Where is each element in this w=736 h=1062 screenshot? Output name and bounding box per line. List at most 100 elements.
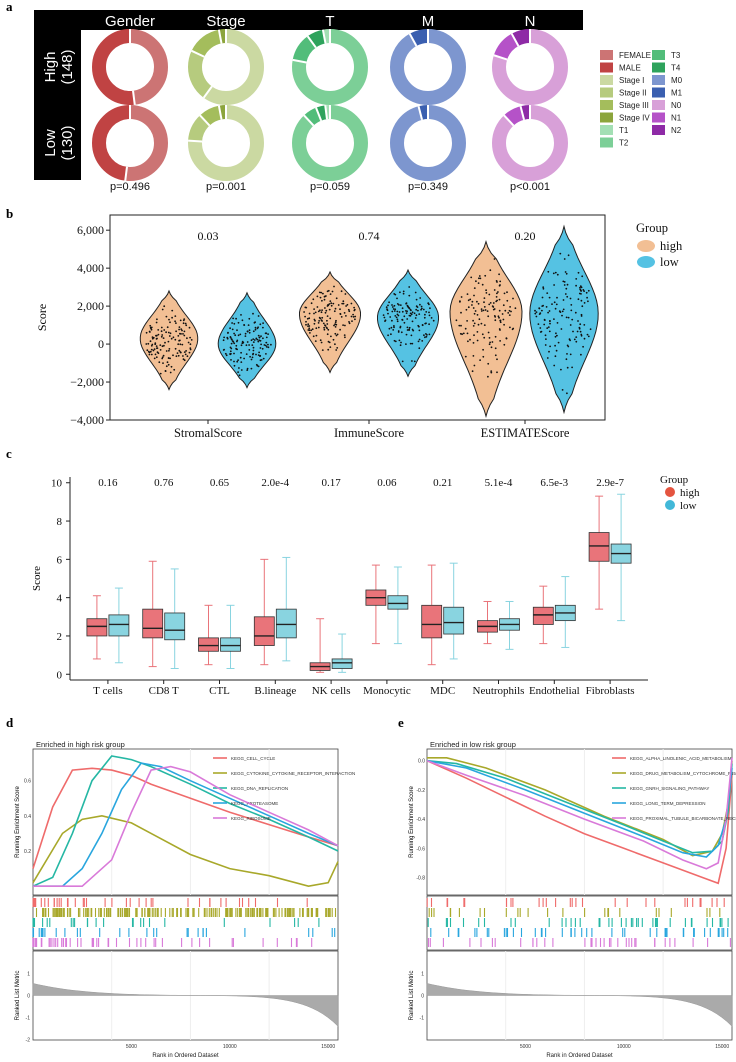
violin-point-estimatescore-high (479, 359, 481, 361)
violin-point-immunescore-low (396, 310, 399, 313)
column-header-m: M (422, 13, 435, 30)
violin-point-estimatescore-low (553, 364, 556, 367)
legend-label-stage-iv: Stage IV (619, 114, 650, 123)
legend-swatch-m0 (652, 75, 665, 85)
violin-point-immunescore-high (353, 309, 356, 312)
violin-point-estimatescore-low (569, 353, 572, 356)
violin-point-stromalscore-low (231, 338, 233, 341)
violin-point-estimatescore-low (557, 341, 560, 344)
violin-point-immunescore-low (397, 314, 400, 317)
violin-point-stromalscore-high (150, 353, 153, 356)
violin-point-estimatescore-high (466, 320, 468, 322)
violin-point-immunescore-low (396, 297, 398, 300)
violin-point-stromalscore-low (256, 327, 259, 330)
violin-point-estimatescore-high (499, 284, 501, 286)
violin-point-immunescore-high (313, 308, 315, 310)
violin-point-estimatescore-low (555, 349, 558, 352)
violin-point-estimatescore-high (478, 318, 481, 321)
violin-point-estimatescore-low (585, 291, 588, 294)
violin-point-stromalscore-low (241, 319, 244, 322)
d-legend-label-kegg-cell-cycle: KEGG_CELL_CYCLE (231, 756, 275, 761)
violin-point-immunescore-high (323, 298, 326, 301)
violin-point-estimatescore-high (508, 309, 511, 312)
violin-point-immunescore-low (424, 313, 426, 316)
header-bar (34, 10, 583, 30)
violin-point-estimatescore-low (574, 311, 577, 314)
panel-c: c 10 8 6 4 2 0 Score T cells 0.16 CD8 T 0.76 CTL 0.… (6, 446, 700, 697)
violin-point-immunescore-high (324, 307, 326, 309)
violin-point-immunescore-low (421, 307, 423, 310)
violin-point-estimatescore-high (496, 292, 498, 295)
violin-point-estimatescore-low (579, 323, 582, 326)
violin-point-immunescore-high (319, 339, 322, 342)
violin-point-estimatescore-high (502, 304, 505, 307)
violin-point-stromalscore-high (149, 324, 152, 327)
violin-point-stromalscore-low (253, 339, 256, 341)
d-curve-kegg-cytokine-cytokine-receptor-interaction (32, 814, 339, 888)
violin-point-stromalscore-high (169, 371, 172, 374)
violin-point-immunescore-low (395, 316, 398, 319)
pvalue-stage: p=0.001 (206, 181, 246, 193)
violin-point-immunescore-high (343, 334, 346, 336)
d-title: Enriched in high risk group (36, 740, 125, 749)
violin-point-estimatescore-low (580, 286, 583, 289)
box-endothelial-high (532, 606, 554, 625)
violin-point-immunescore-high (346, 303, 349, 306)
violin-point-stromalscore-low (258, 336, 261, 339)
violin-point-immunescore-high (304, 315, 306, 318)
violin-stromalscore-low (217, 291, 277, 389)
violin-point-stromalscore-high (162, 362, 164, 364)
panel-a-label: a (6, 0, 13, 14)
violin-point-stromalscore-low (233, 360, 235, 363)
violin-point-immunescore-high (315, 334, 318, 337)
violin-point-immunescore-high (311, 328, 314, 331)
violin-point-immunescore-high (350, 315, 353, 318)
violin-point-estimatescore-low (554, 271, 557, 274)
violin-point-estimatescore-low (548, 296, 551, 299)
row-count-low: (130) (59, 125, 76, 160)
violin-point-immunescore-low (428, 314, 431, 317)
violin-point-estimatescore-low (581, 275, 584, 278)
violin-point-immunescore-high (341, 302, 344, 305)
violin-point-immunescore-high (336, 333, 339, 336)
donut-low-stage-separator-3 (217, 105, 223, 120)
violin-point-estimatescore-low (582, 345, 584, 348)
violin-point-stromalscore-low (257, 334, 260, 337)
violin-point-stromalscore-high (161, 345, 164, 348)
violin-point-stromalscore-low (229, 350, 232, 353)
violin-point-estimatescore-high (496, 371, 498, 374)
violin-point-immunescore-high (317, 322, 320, 324)
violin-point-estimatescore-high (465, 308, 468, 311)
violin-point-stromalscore-low (229, 353, 231, 355)
violin-point-estimatescore-high (480, 310, 483, 312)
violin-point-stromalscore-low (223, 336, 226, 339)
violin-point-immunescore-high (332, 338, 335, 341)
e-legend-label-kegg-drug-metabolism-cytochrome-p450: KEGG_DRUG_METABOLISM_CYTOCHROME_P450 (630, 771, 736, 776)
pvalue-t: p=0.059 (310, 181, 350, 193)
violin-point-stromalscore-high (150, 348, 153, 351)
c-pvalue-ctl: 0.65 (210, 477, 230, 489)
violin-point-stromalscore-high (175, 355, 178, 358)
legend-label-female: FEMALE (619, 51, 651, 60)
violin-point-stromalscore-low (265, 353, 267, 355)
violin-point-immunescore-low (426, 334, 428, 336)
violin-point-stromalscore-low (259, 323, 262, 326)
violin-point-estimatescore-high (472, 319, 474, 322)
legend-label-n1: N1 (671, 114, 682, 123)
violin-point-stromalscore-low (243, 357, 246, 360)
violin-point-immunescore-high (339, 313, 342, 315)
violin-point-immunescore-low (425, 311, 428, 313)
violin-point-immunescore-high (309, 332, 311, 334)
violin-point-estimatescore-high (498, 298, 501, 301)
violin-point-immunescore-low (405, 333, 408, 336)
violin-point-immunescore-low (410, 309, 412, 312)
violin-point-immunescore-low (414, 291, 417, 294)
e-ylabel2: Ranked List Metric (409, 971, 415, 1021)
violin-point-stromalscore-high (160, 330, 163, 333)
violin-point-stromalscore-low (236, 339, 239, 342)
violin-point-estimatescore-low (579, 286, 581, 289)
c-legend-swatch-low (665, 500, 675, 510)
violin-point-stromalscore-low (257, 354, 260, 356)
violin-point-immunescore-low (408, 286, 411, 288)
violin-point-estimatescore-high (484, 274, 487, 277)
